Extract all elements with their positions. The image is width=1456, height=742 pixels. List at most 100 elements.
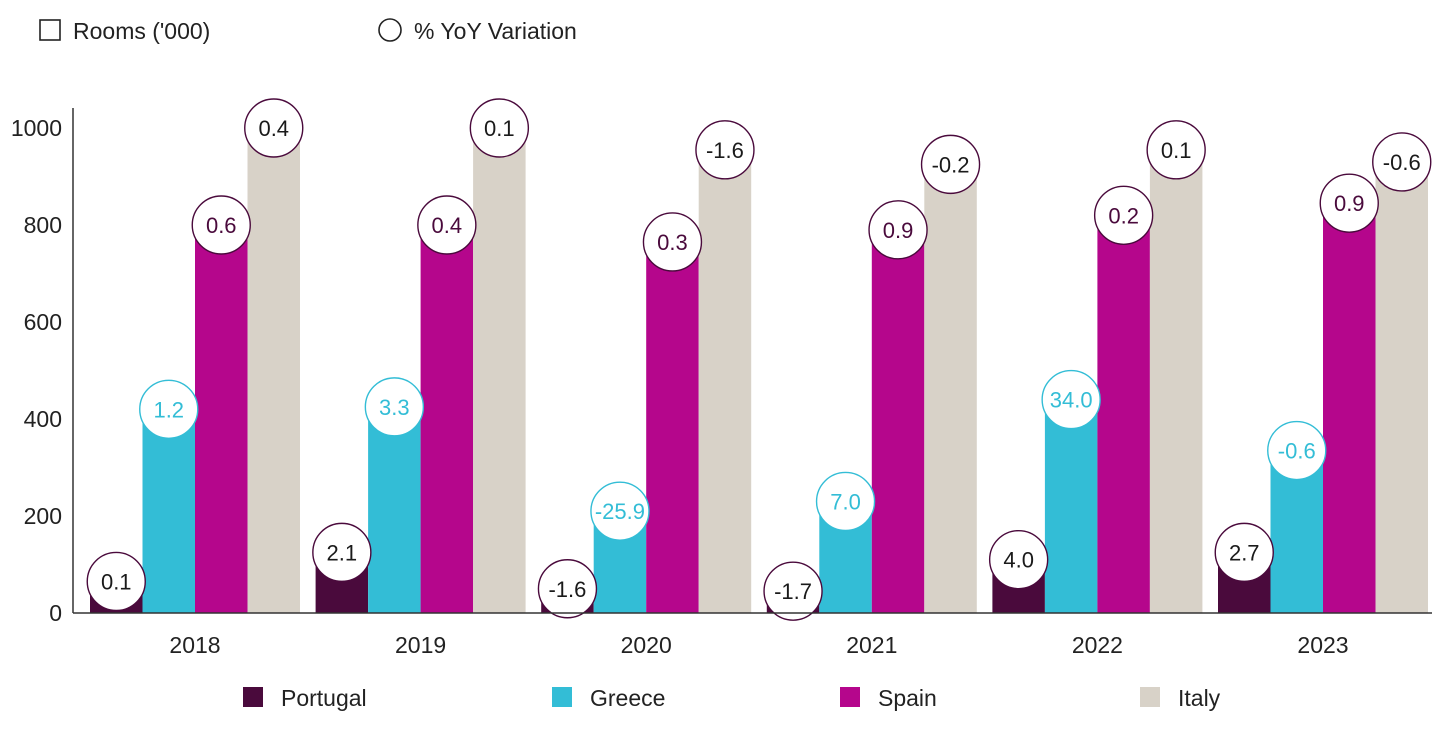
- x-tick-label: 2021: [846, 632, 897, 658]
- yoy-label: -1.6: [706, 138, 744, 163]
- bar-italy-2019: [473, 128, 526, 613]
- yoy-circle-portugal-2020: -1.6: [537, 559, 598, 619]
- yoy-label: 0.4: [258, 116, 289, 141]
- yoy-circle-spain-2022: 0.2: [1093, 185, 1154, 246]
- yoy-circle-shape: [1372, 132, 1432, 192]
- y-tick-label: 1000: [11, 115, 62, 141]
- yoy-label: 7.0: [830, 489, 861, 514]
- legend-swatch: [552, 687, 572, 707]
- yoy-circle-italy-2023: -0.6: [1372, 132, 1432, 192]
- yoy-circle-shape: [763, 561, 823, 621]
- yoy-circle-shape: [364, 377, 425, 437]
- bars-legend-square-icon: [39, 19, 61, 41]
- yoy-circle-greece-2021: 7.0: [815, 471, 876, 532]
- yoy-circle-shape: [191, 195, 251, 255]
- yoy-circle-shape: [1093, 185, 1154, 246]
- x-tick-label: 2023: [1297, 632, 1348, 658]
- yoy-circle-shape: [86, 551, 146, 612]
- yoy-circle-italy-2020: -1.6: [695, 120, 755, 180]
- legend-item-spain: Spain: [840, 685, 937, 711]
- yoy-circle-shape: [590, 481, 650, 541]
- x-tick-label: 2018: [169, 632, 220, 658]
- legend-label: Spain: [878, 685, 937, 711]
- legend-item-italy: Italy: [1140, 685, 1221, 711]
- yoy-circle-portugal-2021: -1.7: [763, 561, 823, 621]
- yoy-label: 2.1: [327, 540, 358, 565]
- yoy-label: 3.3: [379, 395, 410, 420]
- yoy-circle-shape: [1214, 522, 1274, 583]
- yoy-circle-shape: [988, 529, 1049, 590]
- yoy-label: 0.6: [206, 213, 237, 238]
- yoy-label: 0.1: [484, 116, 515, 141]
- yoy-circle-shape: [815, 471, 876, 532]
- bar-greece-2018: [142, 409, 195, 613]
- yoy-label: -1.6: [548, 577, 586, 602]
- circles-legend-circle-icon: [378, 18, 402, 42]
- yoy-circle-portugal-2018: 0.1: [86, 551, 146, 612]
- yoy-circle-shape: [1319, 173, 1379, 233]
- yoy-circle-spain-2020: 0.3: [642, 212, 703, 272]
- yoy-circle-greece-2023: -0.6: [1267, 420, 1327, 481]
- yoy-circle-spain-2018: 0.6: [191, 195, 251, 255]
- bar-spain-2021: [871, 229, 925, 613]
- legend-label: Portugal: [281, 685, 367, 711]
- yoy-circle-shape: [868, 200, 928, 260]
- bar-greece-2022: [1044, 399, 1098, 613]
- bar-spain-2020: [646, 241, 699, 613]
- bar-greece-2019: [368, 406, 421, 613]
- yoy-label: -0.6: [1278, 439, 1316, 464]
- yoy-label: 0.3: [657, 230, 688, 255]
- yoy-circle-shape: [139, 379, 199, 439]
- yoy-circles-layer: 0.1 1.2 0.6 0.4 2.1 3.3 0.4 0.1 -1.6 -25.9 0.3 -1.6…: [86, 98, 1432, 621]
- yoy-label: 0.1: [101, 569, 132, 594]
- circles-legend-label: % YoY Variation: [414, 18, 577, 44]
- yoy-circle-italy-2021: -0.2: [920, 134, 981, 195]
- y-tick-label: 200: [24, 503, 62, 529]
- yoy-label: 34.0: [1050, 388, 1093, 413]
- legend-swatch: [1140, 687, 1160, 707]
- yoy-circle-shape: [1041, 369, 1101, 430]
- x-tick-label: 2019: [395, 632, 446, 658]
- yoy-circle-shape: [244, 98, 304, 158]
- yoy-label: -0.6: [1383, 150, 1421, 175]
- yoy-label: 0.9: [1334, 191, 1365, 216]
- yoy-label: 0.1: [1161, 138, 1192, 163]
- x-axis: 2018 2019 2020 2021 2022 2023: [73, 612, 1432, 658]
- yoy-circle-greece-2019: 3.3: [364, 377, 425, 437]
- yoy-circle-shape: [1267, 420, 1327, 481]
- bar-spain-2018: [195, 225, 248, 613]
- yoy-label: 0.9: [883, 218, 914, 243]
- y-tick-label: 600: [24, 309, 62, 335]
- bar-italy-2021: [924, 164, 977, 613]
- yoy-label: 0.2: [1108, 203, 1139, 228]
- yoy-label: 1.2: [153, 397, 184, 422]
- y-axis: 0 200 400 600 800 1000: [11, 108, 74, 626]
- yoy-circle-greece-2018: 1.2: [139, 379, 199, 439]
- yoy-circle-spain-2023: 0.9: [1319, 173, 1379, 233]
- yoy-circle-shape: [537, 559, 598, 619]
- yoy-circle-shape: [642, 212, 703, 272]
- yoy-circle-shape: [695, 120, 755, 180]
- top-legend: Rooms ('000) % YoY Variation: [39, 18, 577, 44]
- y-tick-label: 400: [24, 406, 62, 432]
- bar-spain-2022: [1097, 215, 1150, 614]
- legend-swatch: [840, 687, 860, 707]
- yoy-circle-shape: [1146, 120, 1206, 180]
- yoy-label: 4.0: [1003, 548, 1034, 573]
- yoy-label: 0.4: [432, 213, 463, 238]
- yoy-circle-portugal-2023: 2.7: [1214, 522, 1274, 583]
- yoy-label: 2.7: [1229, 540, 1260, 565]
- bar-italy-2018: [247, 128, 300, 613]
- yoy-label: -0.2: [932, 152, 970, 177]
- bar-italy-2022: [1149, 149, 1203, 613]
- yoy-circle-portugal-2022: 4.0: [988, 529, 1049, 590]
- yoy-circle-shape: [417, 195, 477, 255]
- legend-item-portugal: Portugal: [243, 685, 367, 711]
- legend-swatch: [243, 687, 263, 707]
- yoy-circle-greece-2022: 34.0: [1041, 369, 1101, 430]
- bar-italy-2020: [698, 149, 752, 613]
- bottom-legend: Portugal Greece Spain Italy: [243, 685, 1221, 711]
- yoy-circle-portugal-2019: 2.1: [312, 522, 372, 583]
